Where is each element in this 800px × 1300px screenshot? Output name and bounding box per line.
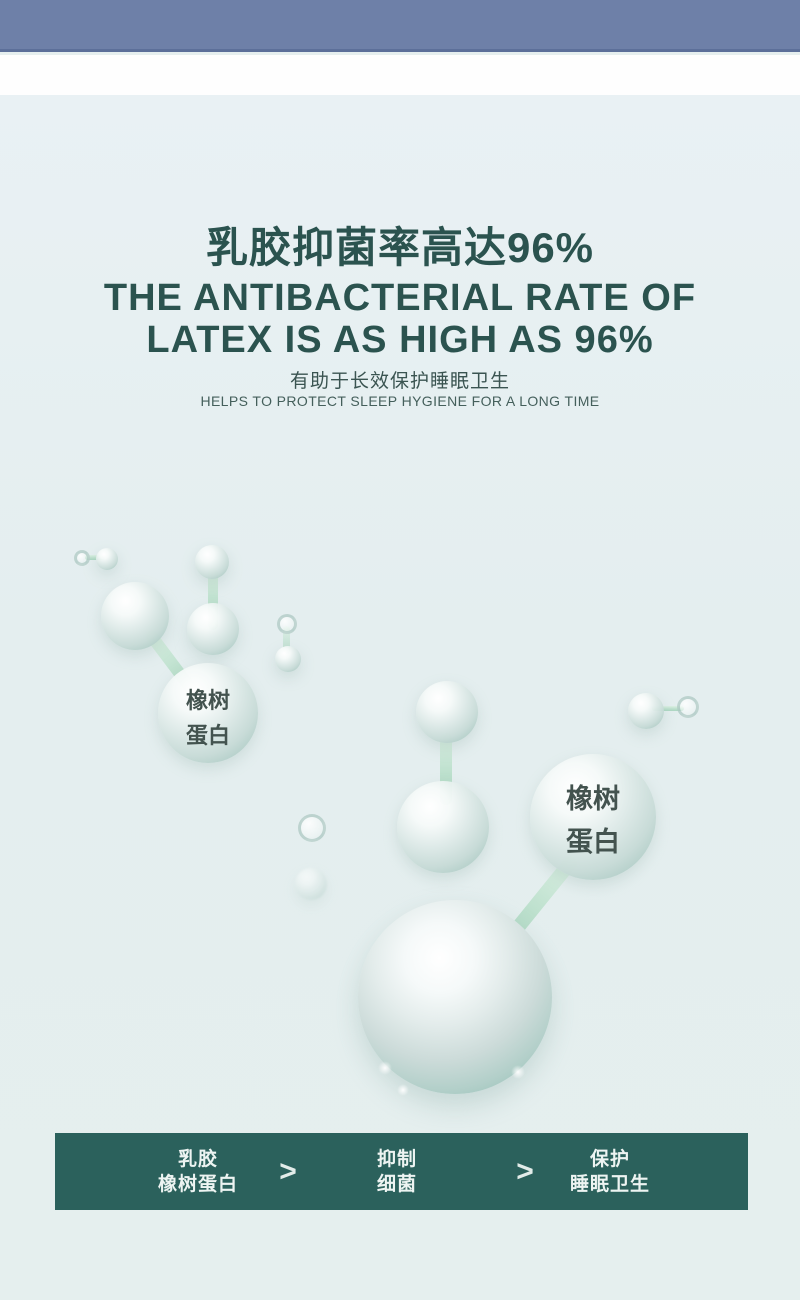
steps-bar: 乳胶 橡树蛋白 > 抑制 细菌 > 保护 睡眠卫生 bbox=[55, 1133, 748, 1210]
molecule-bubble bbox=[397, 781, 489, 873]
subtitle-en: HELPS TO PROTECT SLEEP HYGIENE FOR A LON… bbox=[200, 393, 600, 409]
molecule-bubble bbox=[295, 868, 327, 900]
sparkle bbox=[397, 1084, 409, 1096]
page-title-en-line1: THE ANTIBACTERIAL RATE OF bbox=[103, 277, 697, 319]
step-protect-sleep-hygiene: 保护 睡眠卫生 bbox=[569, 1148, 650, 1195]
molecule-stem bbox=[208, 568, 218, 630]
molecule-ring bbox=[277, 614, 297, 634]
step-inhibit-bacteria: 抑制 细菌 bbox=[376, 1148, 417, 1195]
molecule-ring bbox=[74, 550, 90, 566]
molecule-ring bbox=[298, 814, 326, 842]
page-title: 乳胶抑菌率高达96% bbox=[205, 224, 595, 271]
molecule-ring bbox=[677, 696, 699, 718]
molecule-bubble-labeled bbox=[158, 663, 258, 763]
chevron-right-icon: > bbox=[279, 1154, 297, 1188]
molecule-label-left: 橡树 蛋白 bbox=[185, 688, 230, 748]
molecule-stem bbox=[283, 626, 290, 654]
top-bar bbox=[0, 0, 800, 52]
step-latex-protein: 乳胶 橡树蛋白 bbox=[157, 1148, 238, 1195]
molecule-bubble bbox=[195, 545, 229, 579]
molecule-bubble bbox=[96, 548, 118, 570]
molecule-bubble bbox=[187, 603, 239, 655]
sparkle bbox=[511, 1065, 525, 1079]
molecule-bubble bbox=[628, 693, 664, 729]
molecule-stem bbox=[652, 706, 684, 711]
content-background bbox=[0, 95, 800, 1300]
molecule-bubble bbox=[275, 646, 301, 672]
subtitle: 有助于长效保护睡眠卫生 bbox=[289, 371, 510, 392]
molecule-bubble bbox=[416, 681, 478, 743]
white-band bbox=[0, 55, 800, 95]
page-title-en-line2: LATEX IS AS HIGH AS 96% bbox=[146, 319, 654, 361]
chevron-right-icon: > bbox=[516, 1154, 534, 1188]
page-title-en: THE ANTIBACTERIAL RATE OF LATEX IS AS HI… bbox=[0, 277, 800, 361]
molecule-bubble-labeled bbox=[530, 754, 656, 880]
molecule-bubble bbox=[101, 582, 169, 650]
molecule-bubble-giant bbox=[358, 900, 552, 1094]
molecule-stem bbox=[85, 555, 105, 560]
molecule-label-right: 橡树 蛋白 bbox=[566, 784, 620, 857]
sparkle bbox=[378, 1061, 392, 1075]
